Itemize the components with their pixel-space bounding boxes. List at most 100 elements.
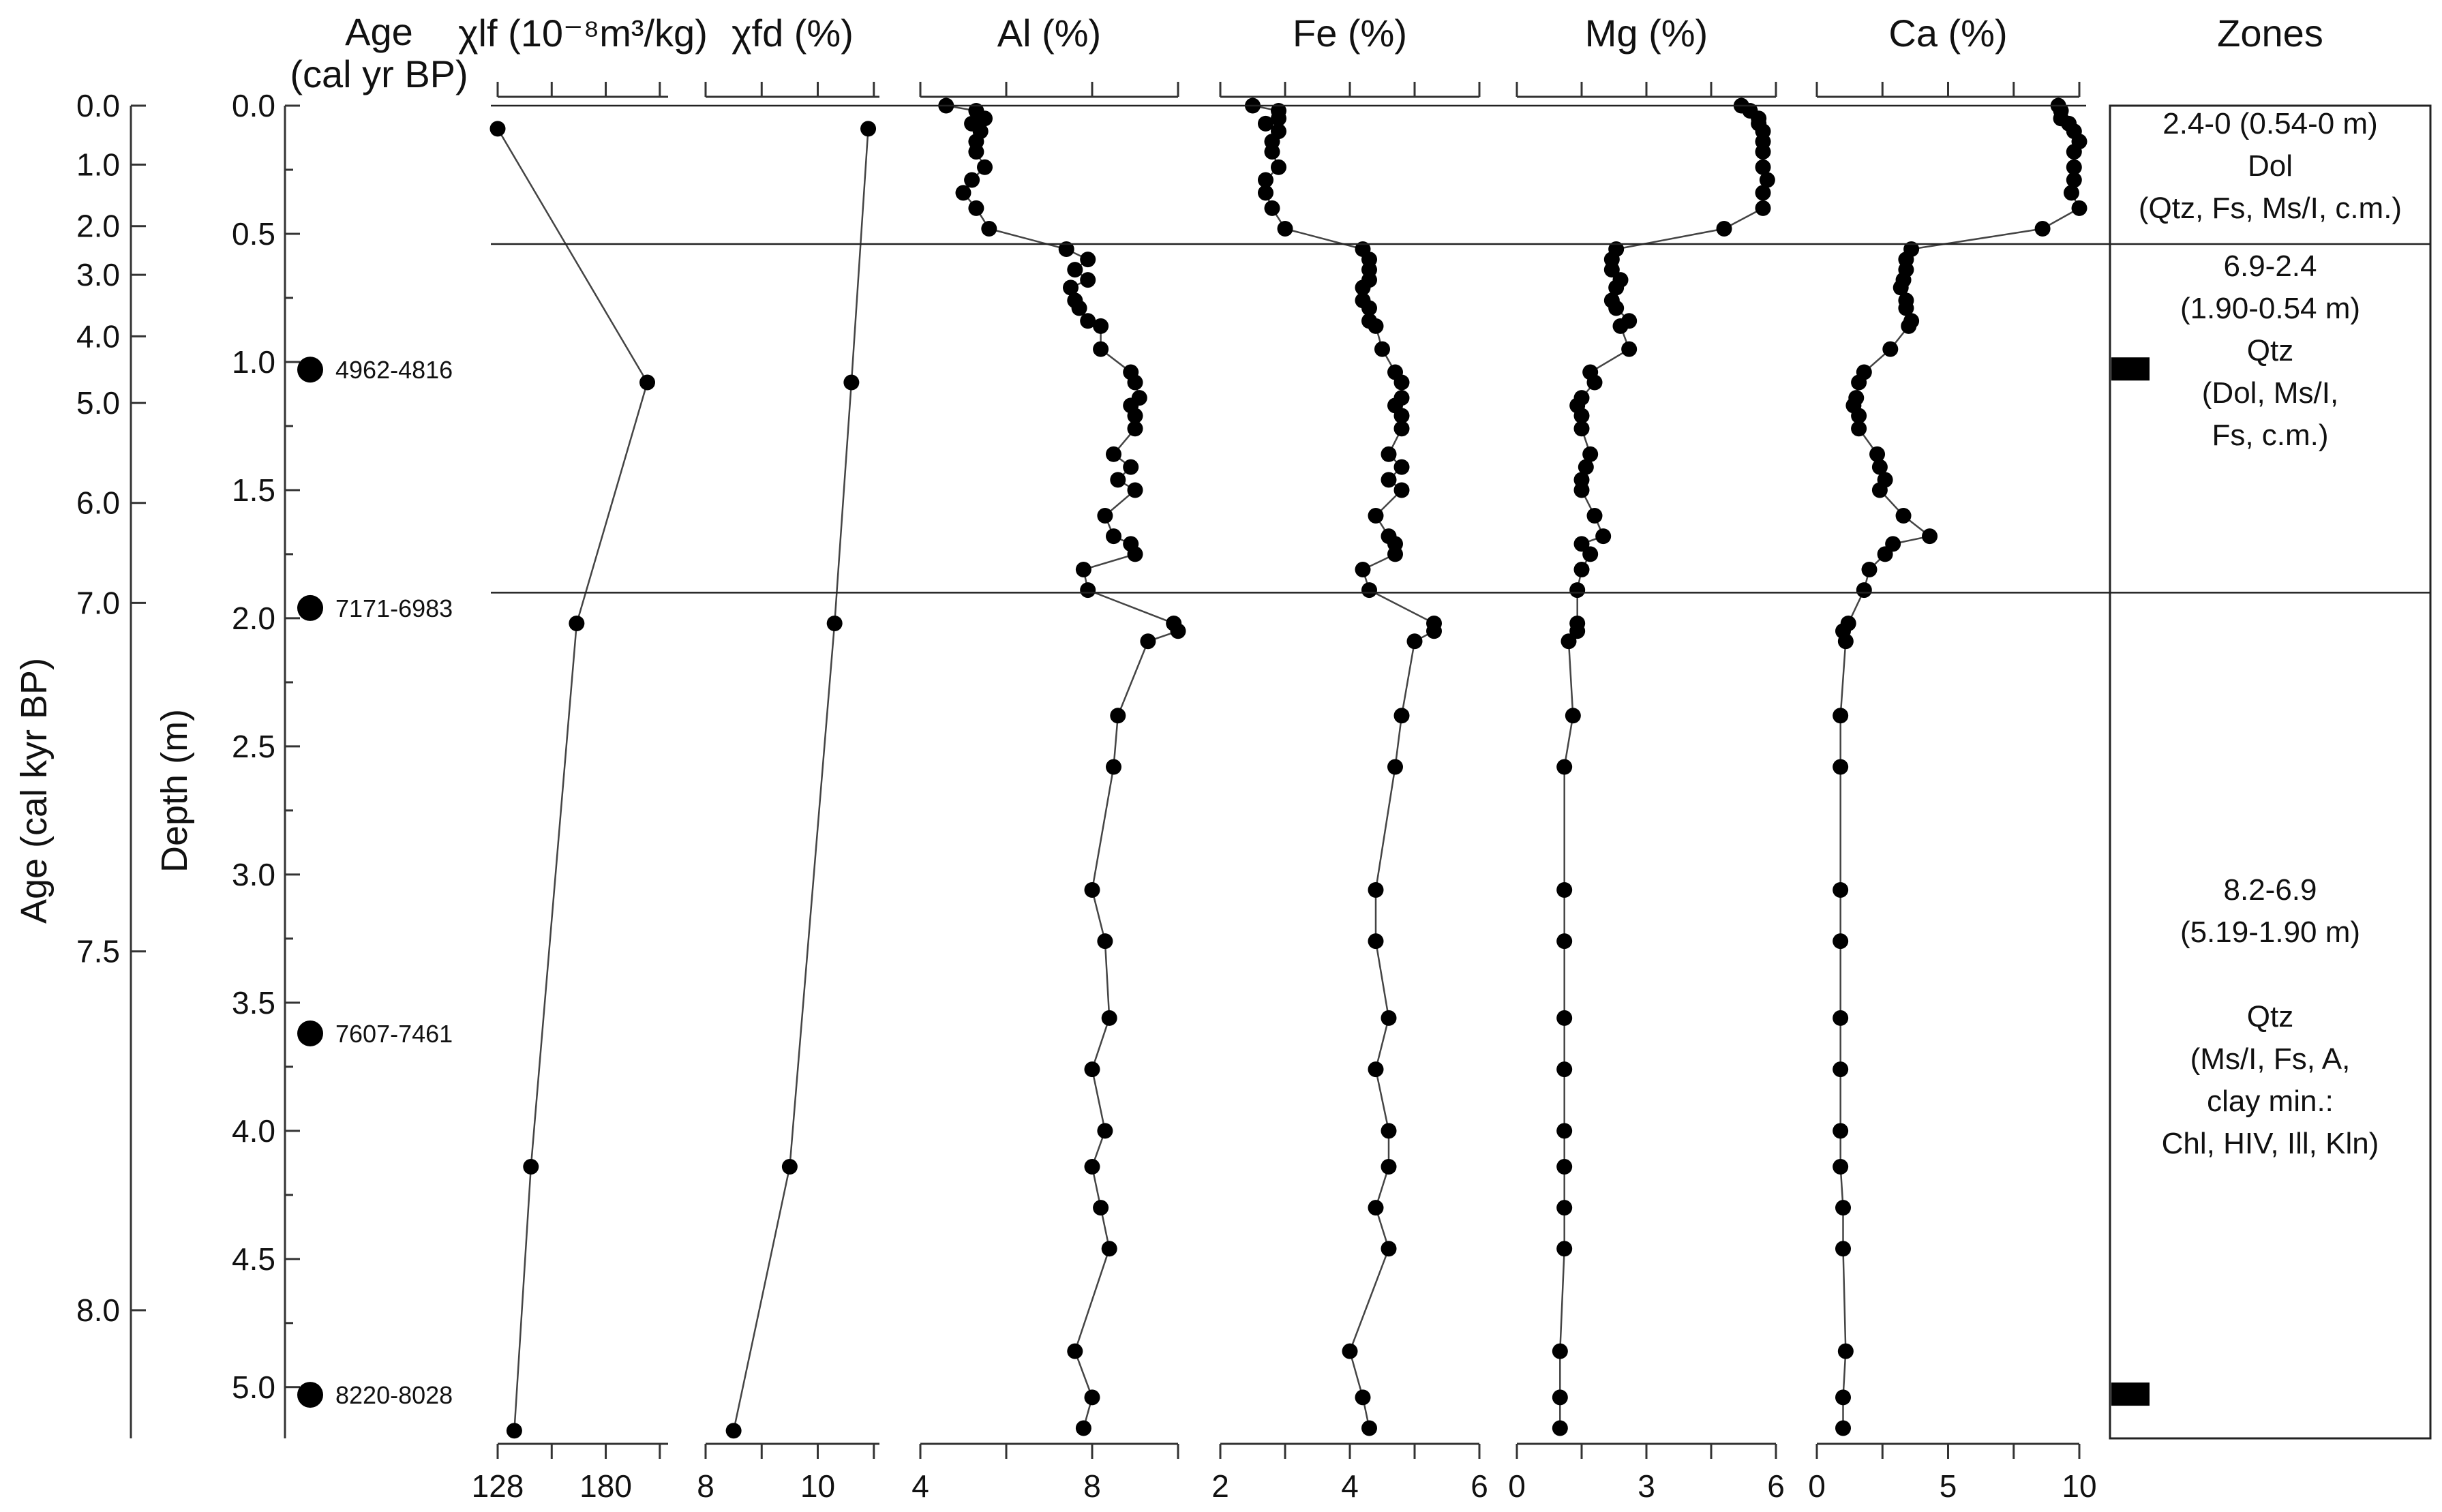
data-point-ca [1833, 881, 1849, 898]
x-tick-label: 3 [1638, 1468, 1655, 1504]
x-tick-label: 180 [579, 1468, 632, 1504]
data-point-ca [2063, 185, 2079, 201]
data-point-al [977, 110, 993, 127]
data-point-mg [1755, 200, 1771, 216]
data-point-al [1093, 318, 1109, 334]
data-point-al [1080, 582, 1096, 599]
data-point-fe [1387, 546, 1403, 562]
data-point-al [1084, 1389, 1100, 1406]
data-point-al [964, 172, 980, 188]
zone-text: Fs, c.m.) [2212, 419, 2328, 452]
data-point-ca [1898, 300, 1914, 316]
data-point-ca [1851, 374, 1867, 391]
data-point-mg [1556, 1241, 1573, 1257]
series-line-al [946, 104, 1179, 1429]
data-point-al [1093, 341, 1109, 357]
data-point-fe [1355, 561, 1371, 577]
zone-text: (Ms/I, Fs, A, [2190, 1042, 2351, 1076]
data-point-ca [1833, 759, 1849, 775]
series-line-xlf [496, 128, 648, 1431]
data-point-ca [2066, 172, 2082, 188]
panel-xfd: χfd (%) 8 10 [697, 12, 879, 1504]
panel-title: χfd (%) [732, 12, 854, 55]
x-tick-label: 0 [1508, 1468, 1526, 1504]
x-tick-label: 8 [1083, 1468, 1101, 1504]
data-point-ca [1835, 1389, 1851, 1406]
data-point-mg [1573, 536, 1590, 552]
data-point-ca [2066, 159, 2082, 175]
data-point-fe [1381, 472, 1397, 488]
data-point-mg [1556, 1010, 1573, 1026]
data-point-mg [1573, 482, 1590, 498]
data-point-al [1080, 272, 1096, 288]
zones-frame [2109, 104, 2432, 1440]
data-point-al [1063, 279, 1079, 296]
data-point-mg [1565, 708, 1581, 724]
data-point-mg [1595, 528, 1612, 545]
data-point-al [955, 185, 971, 201]
data-point-ca [1833, 1158, 1849, 1175]
data-point-al [1071, 300, 1087, 316]
data-point-mg [1573, 408, 1590, 424]
data-point-mg [1556, 1123, 1573, 1139]
zone-text: Qtz [2247, 1000, 2293, 1033]
data-point-ca [1871, 459, 1888, 475]
data-point-mg [1755, 159, 1771, 175]
zone-text: Dol [2248, 149, 2293, 183]
age-tick-label: 1.0 [76, 147, 120, 182]
data-point-al [1084, 1158, 1100, 1175]
data-point-ca [1833, 708, 1849, 724]
x-tick-label: 10 [2062, 1468, 2096, 1504]
data-point-xfd [781, 1158, 798, 1175]
panel-mg: Mg (%) 0 3 6 [1508, 12, 1785, 1504]
data-point-fe [1381, 446, 1397, 462]
zone-text: (1.90-0.54 m) [2180, 292, 2360, 325]
zone-text: (Dol, Ms/I, [2202, 376, 2338, 410]
data-point-fe [1393, 459, 1410, 475]
data-point-fe [1361, 1420, 1377, 1436]
data-point-ca [1835, 1200, 1851, 1216]
data-point-mg [1608, 300, 1625, 316]
data-point-fe [1355, 279, 1371, 296]
data-point-fe [1368, 933, 1384, 950]
depth-axis-title: Depth (m) [154, 709, 195, 873]
data-point-ca [1869, 446, 1886, 462]
data-point-ca [2066, 144, 2082, 160]
age-axis: 0.0 1.0 2.0 3.0 4.0 5.0 6.0 7.0 7.5 8.0 Age (cal k… [14, 88, 146, 1438]
data-point-al [1101, 1010, 1117, 1026]
data-point-ca [1835, 1420, 1851, 1436]
data-point-al [1075, 561, 1091, 577]
data-point-xfd [843, 374, 860, 391]
data-point-xlf [506, 1423, 522, 1439]
data-point-al [1127, 421, 1143, 437]
data-point-mg [1556, 881, 1573, 898]
zones-title: Zones [2217, 12, 2323, 55]
x-tick-label: 4 [911, 1468, 929, 1504]
x-tick-label: 6 [1471, 1468, 1488, 1504]
depth-tick-label: 2.5 [232, 729, 275, 764]
data-point-ca [1861, 561, 1878, 577]
data-point-xlf [639, 374, 656, 391]
data-point-fe [1368, 318, 1384, 334]
age-tick-label: 4.0 [76, 318, 120, 354]
data-point-ca [1893, 279, 1909, 296]
data-point-fe [1368, 508, 1384, 524]
series-line-xfd [732, 128, 869, 1431]
series-line-mg [1559, 104, 1768, 1428]
data-point-fe [1258, 115, 1273, 132]
data-point-al [1110, 708, 1126, 724]
data-point-mg [1582, 446, 1599, 462]
data-point-mg [1582, 546, 1599, 562]
age-tick-label: 8.0 [76, 1292, 120, 1328]
x-tick-label: 5 [1940, 1468, 1957, 1504]
data-point-ca [1856, 582, 1872, 599]
data-point-mg [1556, 759, 1573, 775]
data-point-fe [1381, 1010, 1397, 1026]
data-point-al [1058, 241, 1074, 258]
zone-date-marker [2111, 1382, 2150, 1406]
zone-text: 6.9-2.4 [2224, 250, 2317, 283]
data-point-fe [1264, 200, 1280, 216]
data-point-al [1127, 374, 1143, 391]
data-point-fe [1393, 374, 1410, 391]
data-point-mg [1569, 582, 1586, 599]
